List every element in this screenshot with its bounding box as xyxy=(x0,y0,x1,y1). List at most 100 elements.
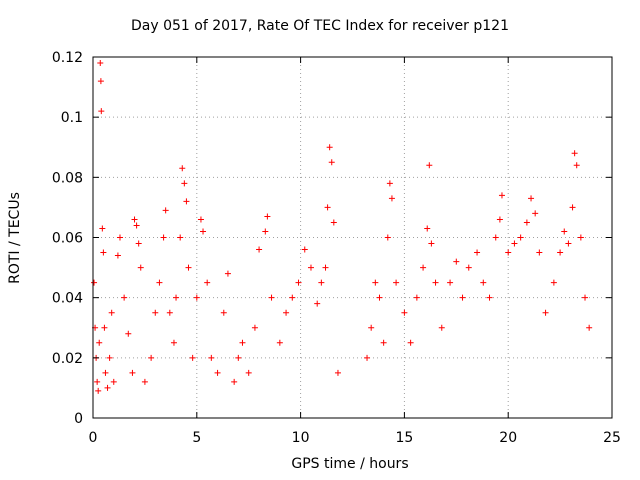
data-point xyxy=(318,279,325,286)
data-point xyxy=(131,216,138,223)
data-point xyxy=(384,234,391,241)
data-point xyxy=(496,216,503,223)
data-point xyxy=(208,354,215,361)
points xyxy=(91,60,593,394)
data-point xyxy=(173,294,180,301)
data-point xyxy=(148,354,155,361)
data-point xyxy=(432,279,439,286)
data-point xyxy=(160,234,167,241)
data-point xyxy=(91,279,98,286)
data-point xyxy=(166,309,173,316)
data-point xyxy=(141,378,148,385)
data-point xyxy=(97,78,104,85)
data-point xyxy=(453,258,460,265)
data-point xyxy=(99,225,106,232)
data-point xyxy=(177,234,184,241)
y-tick-label: 0 xyxy=(74,411,83,427)
x-tick-label: 20 xyxy=(499,430,517,446)
data-point xyxy=(162,207,169,214)
data-point xyxy=(110,378,117,385)
y-tick-label: 0.12 xyxy=(52,50,83,66)
data-point xyxy=(557,249,564,256)
data-point xyxy=(197,216,204,223)
y-tick-label: 0.1 xyxy=(61,110,83,126)
data-point xyxy=(95,387,102,394)
y-tick-label: 0.02 xyxy=(52,351,83,367)
data-point xyxy=(565,240,572,247)
data-point xyxy=(231,378,238,385)
data-point xyxy=(133,222,140,229)
data-point xyxy=(189,354,196,361)
data-point xyxy=(573,162,580,169)
data-point xyxy=(307,264,314,271)
data-point xyxy=(114,252,121,259)
data-point xyxy=(185,264,192,271)
data-point xyxy=(102,369,109,376)
data-point xyxy=(328,159,335,166)
y-tick-label: 0.08 xyxy=(52,170,83,186)
data-point xyxy=(368,324,375,331)
data-point xyxy=(97,60,104,67)
data-point xyxy=(401,309,408,316)
data-point xyxy=(129,369,136,376)
data-point xyxy=(170,339,177,346)
data-point xyxy=(116,234,123,241)
data-point xyxy=(505,249,512,256)
data-point xyxy=(380,339,387,346)
data-point xyxy=(582,294,589,301)
data-point xyxy=(393,279,400,286)
data-point xyxy=(264,213,271,220)
data-point xyxy=(183,198,190,205)
data-point xyxy=(492,234,499,241)
data-point xyxy=(224,270,231,277)
x-axis-label: GPS time / hours xyxy=(291,456,409,472)
data-point xyxy=(156,279,163,286)
data-point xyxy=(104,384,111,391)
data-point xyxy=(474,249,481,256)
data-point xyxy=(571,150,578,157)
data-point xyxy=(376,294,383,301)
data-point xyxy=(372,279,379,286)
data-point xyxy=(465,264,472,271)
y-tick-label: 0.06 xyxy=(52,231,83,247)
data-point xyxy=(108,309,115,316)
data-point xyxy=(569,204,576,211)
data-point xyxy=(214,369,221,376)
data-point xyxy=(100,249,107,256)
x-tick-label: 10 xyxy=(292,430,310,446)
data-point xyxy=(314,300,321,307)
data-point xyxy=(438,324,445,331)
data-point xyxy=(536,249,543,256)
data-point xyxy=(386,180,393,187)
data-point xyxy=(577,234,584,241)
data-point xyxy=(179,165,186,172)
data-point xyxy=(94,378,101,385)
data-point xyxy=(125,330,132,337)
data-point xyxy=(486,294,493,301)
data-point xyxy=(528,195,535,202)
data-point xyxy=(251,324,258,331)
data-point xyxy=(268,294,275,301)
data-point xyxy=(295,279,302,286)
data-point xyxy=(96,339,103,346)
data-point xyxy=(542,309,549,316)
x-tick-label: 15 xyxy=(395,430,413,446)
data-point xyxy=(245,369,252,376)
data-point xyxy=(586,324,593,331)
data-point xyxy=(428,240,435,247)
ticks: 0 5 10 15 20 25 0 0.02 0.04 0.06 0.08 0.1 0.12 xyxy=(52,50,621,446)
data-point xyxy=(426,162,433,169)
data-point xyxy=(204,279,211,286)
data-point xyxy=(262,228,269,235)
data-point xyxy=(459,294,466,301)
data-point xyxy=(498,192,505,199)
x-tick-label: 0 xyxy=(89,430,98,446)
data-point xyxy=(152,309,159,316)
data-point xyxy=(517,234,524,241)
data-point xyxy=(561,228,568,235)
data-point xyxy=(523,219,530,226)
data-point xyxy=(289,294,296,301)
plot-frame xyxy=(92,56,613,419)
data-point xyxy=(330,219,337,226)
data-point xyxy=(235,354,242,361)
